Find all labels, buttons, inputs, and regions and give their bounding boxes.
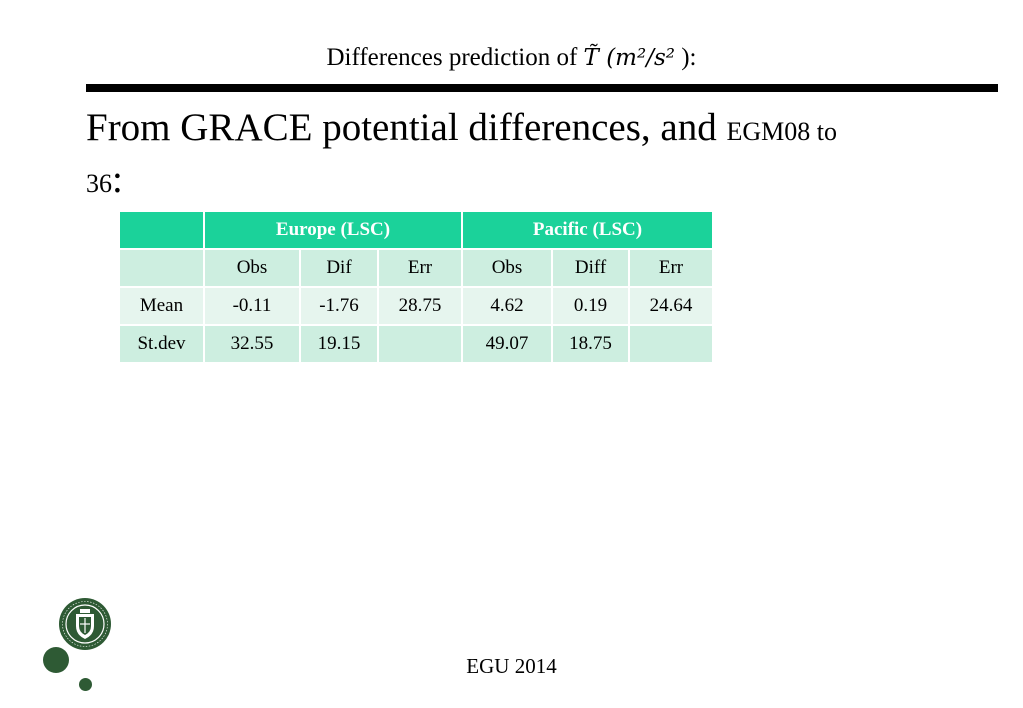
table-cell: 24.64 [628,286,714,326]
decorative-dot-small [79,678,92,691]
sub-header-cell: Obs [461,248,553,288]
heading-main: From GRACE potential differences, and [86,106,717,149]
row-label: Mean [118,286,205,326]
table-cell: 32.55 [203,324,301,364]
sub-header-cell: Diff [551,248,630,288]
group-header-pacific: Pacific (LSC) [461,210,714,250]
table-cell: 0.19 [551,286,630,326]
table-cell: 4.62 [461,286,553,326]
title-rule [86,84,998,92]
table-cell: 19.15 [299,324,379,364]
table-cell [628,324,714,364]
table-row: Mean -0.11 -1.76 28.75 4.62 0.19 24.64 [118,286,714,326]
decorative-dot-large [43,647,69,673]
university-seal-logo [59,598,111,650]
sub-header-row: Obs Dif Err Obs Diff Err [118,248,714,288]
group-header-europe: Europe (LSC) [203,210,463,250]
title-math: T̃ (m²/s² [583,45,675,71]
results-table: Europe (LSC) Pacific (LSC) Obs Dif Err O… [118,210,714,364]
heading-small: EGM08 to [726,117,837,146]
table-cell: 49.07 [461,324,553,364]
slide-title: Differences prediction of T̃ (m²/s² ): [0,42,1023,74]
footer-text: EGU 2014 [466,654,557,678]
heading-colon: : [112,158,123,201]
title-end: ): [681,44,697,71]
table-cell: -0.11 [203,286,301,326]
table-cell [377,324,463,364]
section-heading: From GRACE potential differences, and EG… [86,104,966,208]
heading-line2: 36 [86,169,112,198]
sub-header-cell: Err [377,248,463,288]
row-label: St.dev [118,324,205,364]
title-text: Differences prediction of [326,44,578,71]
sub-header-cell: Err [628,248,714,288]
sub-header-cell [118,248,205,288]
table-cell: 28.75 [377,286,463,326]
table-row: St.dev 32.55 19.15 49.07 18.75 [118,324,714,364]
table-cell: 18.75 [551,324,630,364]
sub-header-cell: Dif [299,248,379,288]
corner-cell [118,210,205,250]
sub-header-cell: Obs [203,248,301,288]
table-cell: -1.76 [299,286,379,326]
group-header-row: Europe (LSC) Pacific (LSC) [118,210,714,250]
